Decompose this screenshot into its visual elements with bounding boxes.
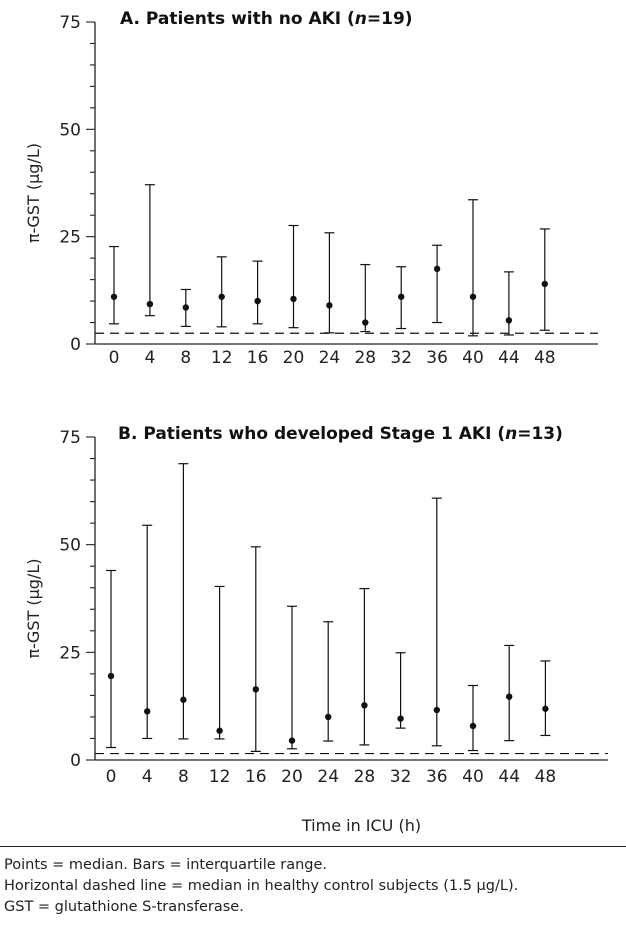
panel-b-x-tick-label: 20: [281, 767, 303, 787]
panel-b-y-tick-label: 25: [59, 643, 81, 663]
panel-a-x-tick-label: 40: [462, 348, 484, 368]
panel-b-y-tick-label: 75: [59, 428, 81, 448]
panel-a-x-tick-label: 16: [247, 348, 269, 368]
panel-b-y-tick-label: 50: [59, 536, 81, 556]
panel-a-x-tick-label: 32: [390, 348, 412, 368]
panel-b: B. Patients who developed Stage 1 AKI (n…: [24, 424, 608, 835]
footnote-legend: Points = median. Bars = interquartile ra…: [4, 857, 328, 873]
panel-a-y-tick-label: 75: [59, 13, 81, 33]
panel-a-median-point: [362, 319, 369, 326]
panel-b-y-tick-label: 0: [70, 751, 81, 771]
panel-a-x-tick-label: 44: [498, 348, 520, 368]
footnotes: Points = median. Bars = interquartile ra…: [0, 846, 626, 918]
footnote-divider: [0, 846, 626, 847]
panel-b-y-axis-label: π-GST (μg/L): [24, 559, 43, 659]
footnote-reference-line: Horizontal dashed line = median in healt…: [4, 878, 519, 894]
panel-b-median-point: [288, 737, 296, 744]
panel-a-y-tick-label: 50: [59, 120, 81, 140]
panel-b-median-point: [216, 727, 223, 734]
panel-a-median-point: [326, 302, 333, 309]
panel-a-median-point: [541, 280, 548, 288]
panel-a-median-point: [398, 293, 405, 300]
panel-b-median-point: [252, 686, 259, 693]
panel-b-x-tick-label: 8: [178, 767, 189, 787]
panel-b-x-tick-label: 0: [106, 767, 117, 787]
footnote-abbreviation: GST = glutathione S-transferase.: [4, 899, 244, 915]
panel-b-median-point: [469, 722, 477, 730]
panel-a-median-point: [254, 297, 261, 305]
panel-b-x-tick-label: 48: [535, 767, 557, 787]
panel-b-median-point: [325, 713, 332, 721]
panel-b-median-point: [144, 708, 151, 715]
panel-b-x-axis-label: Time in ICU (h): [301, 816, 421, 835]
panel-b-x-tick-label: 36: [426, 767, 448, 787]
panel-b-median-point: [180, 696, 187, 703]
panel-b-median-point: [433, 706, 440, 714]
panel-b-median-point: [506, 693, 513, 700]
panel-a-median-point: [505, 317, 513, 324]
panel-b-x-tick-label: 32: [390, 767, 412, 787]
panel-a-x-tick-label: 4: [144, 348, 155, 368]
panel-a-median-point: [218, 293, 225, 300]
panel-a-y-axis-label: π-GST (μg/L): [24, 143, 43, 243]
panel-a-x-tick-label: 20: [283, 348, 305, 368]
panel-b-x-tick-label: 4: [142, 767, 153, 787]
panel-a-median-point: [110, 293, 118, 300]
panel-a-x-tick-label: 48: [534, 348, 556, 368]
panel-a-x-tick-label: 0: [109, 348, 120, 368]
panel-b-x-tick-label: 16: [245, 767, 267, 787]
panel-a-x-tick-label: 12: [211, 348, 233, 368]
panel-a-median-point: [290, 295, 297, 303]
panel-a-x-tick-label: 24: [319, 348, 341, 368]
panel-b-x-tick-label: 44: [498, 767, 520, 787]
panel-a-x-tick-label: 36: [426, 348, 448, 368]
panel-b-median-point: [542, 705, 549, 712]
panel-b-x-tick-label: 12: [209, 767, 231, 787]
panel-a-y-tick-label: 0: [70, 335, 81, 355]
panel-b-median-point: [361, 702, 368, 709]
panel-a-x-tick-label: 28: [354, 348, 376, 368]
panel-a-median-point: [182, 304, 189, 311]
panel-a-median-point: [433, 265, 441, 273]
panel-a-median-point: [469, 293, 477, 300]
panel-a-title: A. Patients with no AKI (n=19): [120, 9, 413, 29]
panel-b-median-point: [107, 672, 115, 680]
panel-b-median-point: [397, 715, 404, 722]
panel-b-title: B. Patients who developed Stage 1 AKI (n…: [118, 424, 563, 444]
panel-b-x-tick-label: 28: [354, 767, 376, 787]
panel-b-x-tick-label: 24: [317, 767, 339, 787]
panel-a-y-tick-label: 25: [59, 228, 81, 248]
panel-a-x-tick-label: 8: [180, 348, 191, 368]
panel-a-median-point: [146, 300, 154, 308]
panel-b-x-tick-label: 40: [462, 767, 484, 787]
